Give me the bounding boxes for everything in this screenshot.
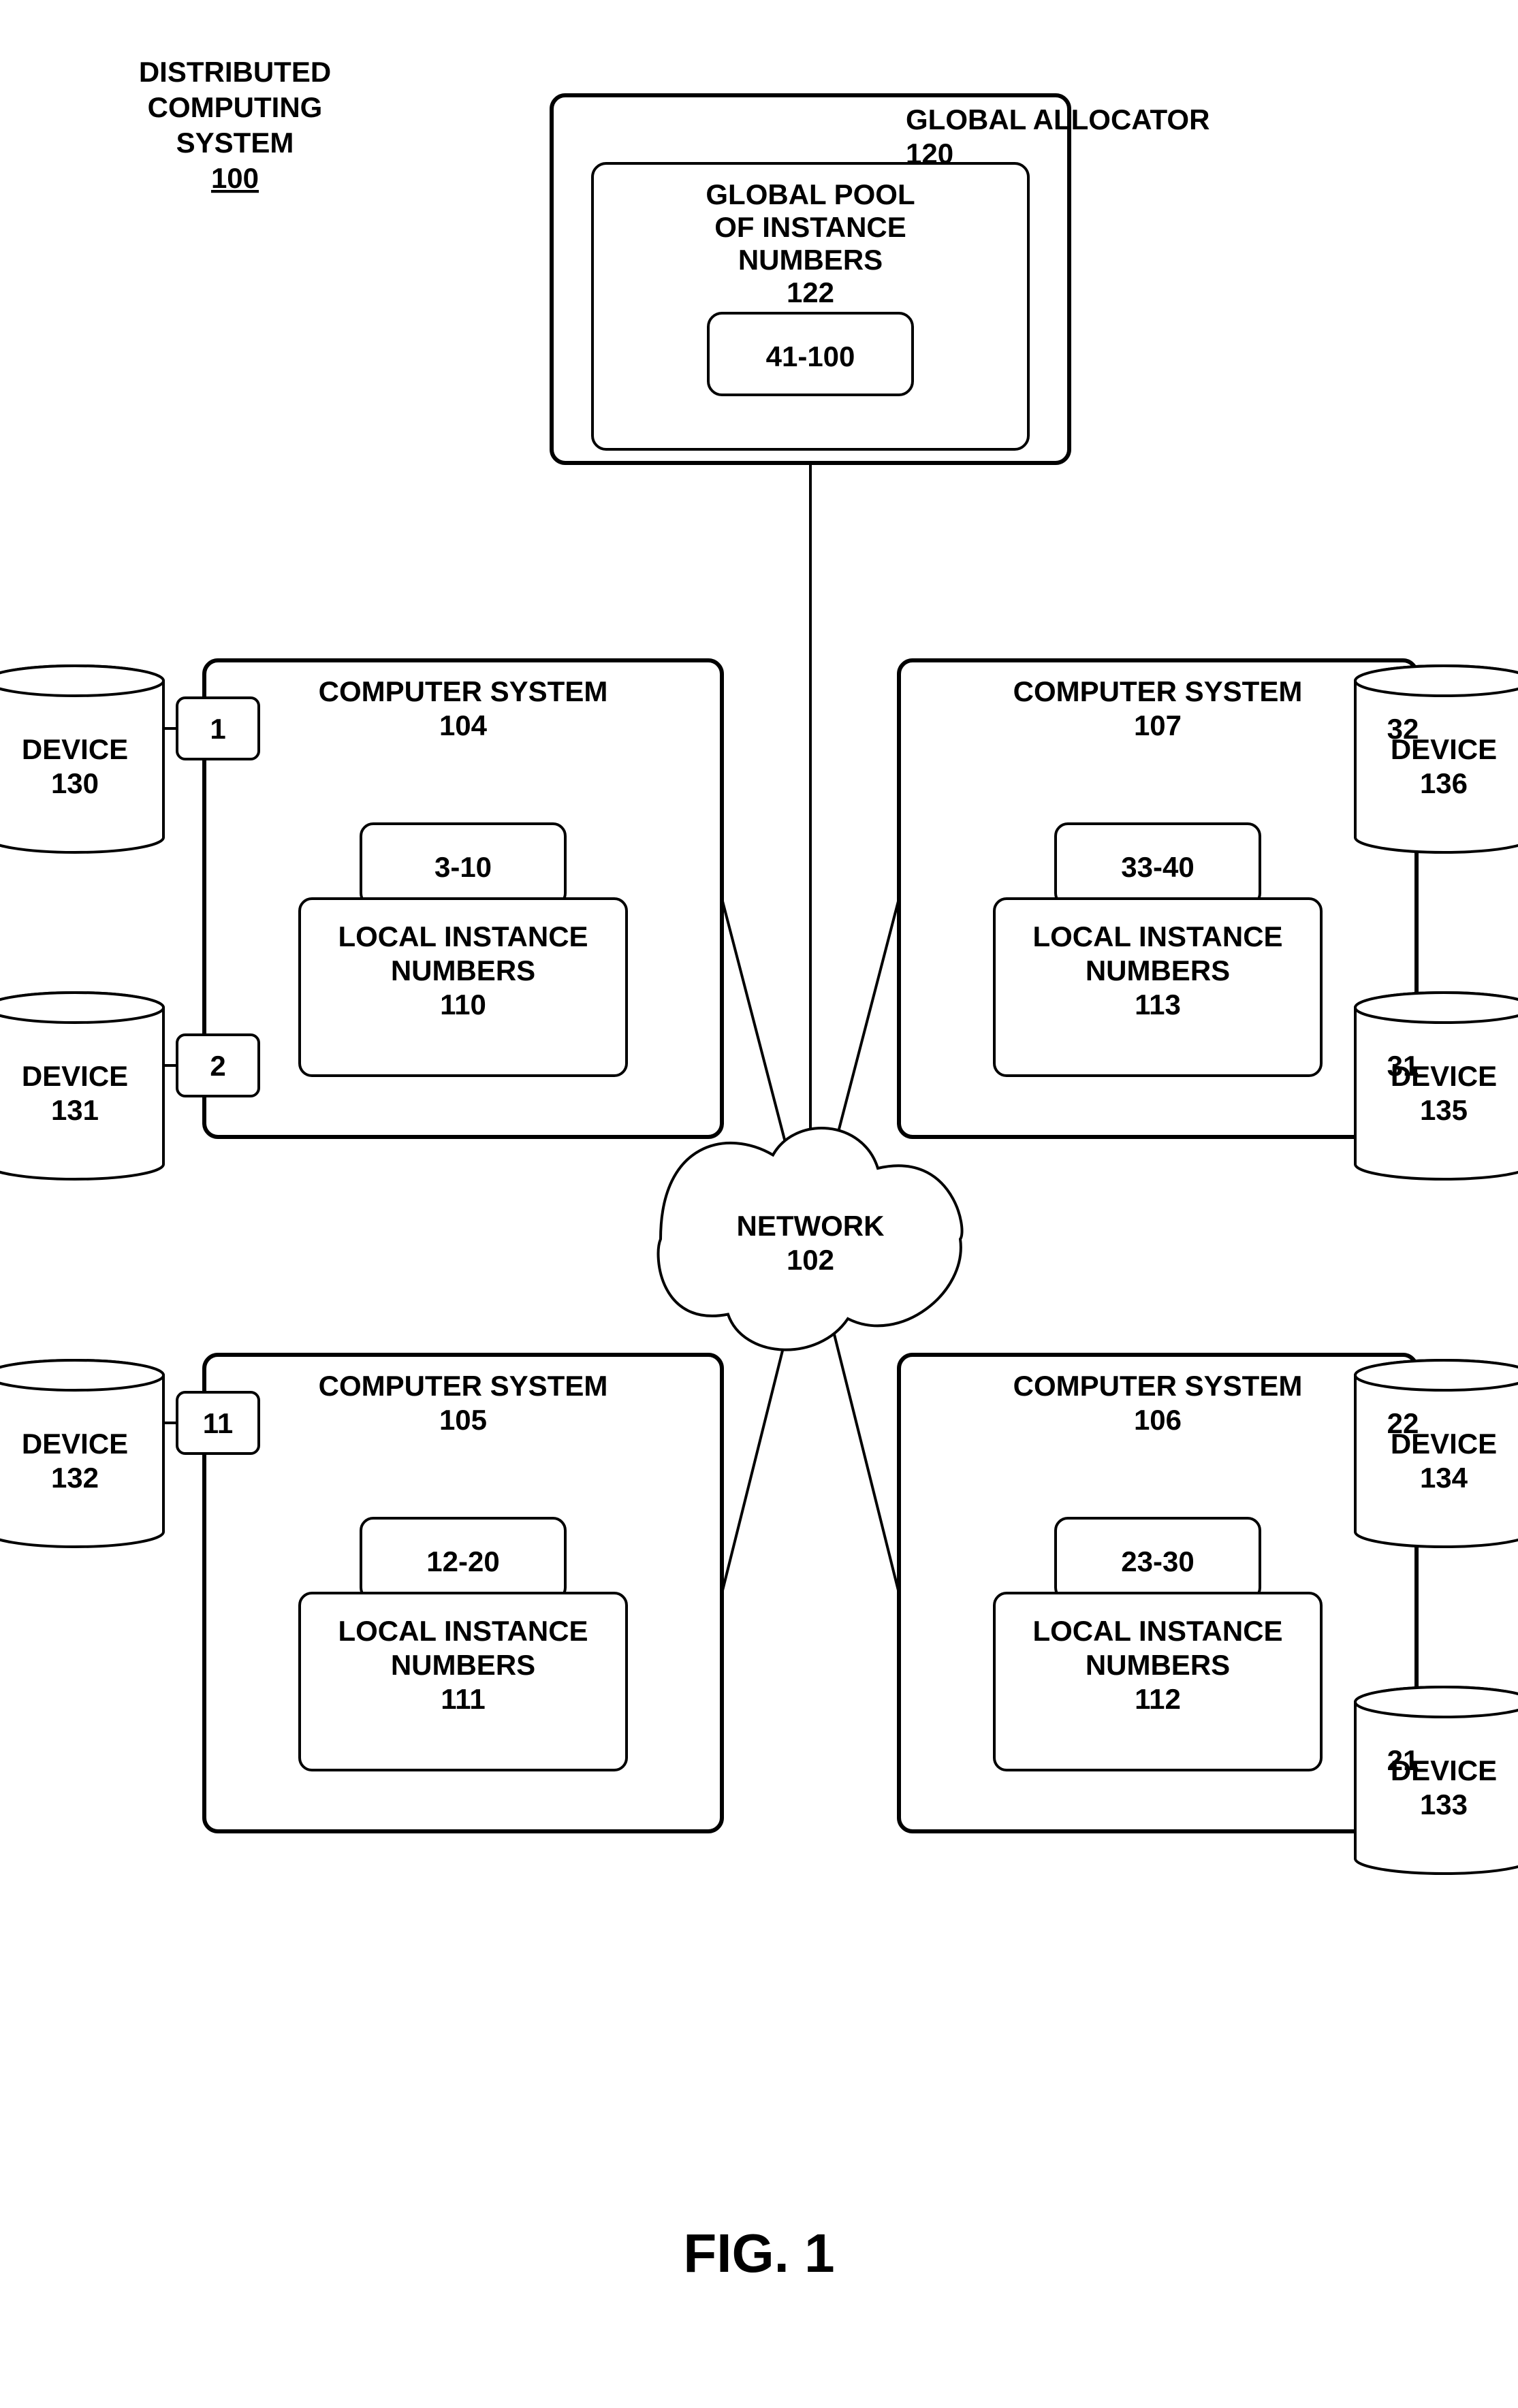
diagram-label: NUMBERS [391,1649,535,1681]
diagram-label: 2 [210,1050,225,1082]
diagram-label: 134 [1420,1462,1468,1494]
diagram-shape [1355,1360,1518,1390]
diagram-label: 110 [440,989,486,1021]
diagram-label: DEVICE [1391,1754,1497,1786]
diagram-label: LOCAL INSTANCE [338,920,588,952]
diagram-label: 105 [439,1404,487,1436]
diagram-label: DEVICE [1391,1060,1497,1092]
diagram-label: GLOBAL POOL [706,178,915,210]
diagram-label: 3-10 [434,851,492,883]
diagram-label: 1 [210,713,225,745]
diagram-label: 11 [203,1407,233,1439]
diagram-shape [1355,1687,1518,1717]
diagram-label: LOCAL INSTANCE [338,1615,588,1647]
diagram-label: COMPUTER SYSTEM [319,1370,608,1402]
diagram-shape [0,993,163,1023]
diagram-label: NUMBERS [1086,954,1230,986]
diagram-label: 131 [51,1094,99,1126]
diagram-label: DEVICE [1391,733,1497,765]
diagram-label: 104 [439,709,488,741]
diagram-label: GLOBAL ALLOCATOR [906,103,1209,135]
diagram-shape [0,1360,163,1390]
diagram-label: 111 [441,1683,485,1715]
diagram-label: 107 [1134,709,1182,741]
diagram-label: 100 [211,162,259,194]
diagram-label: 113 [1135,989,1181,1021]
diagram-label: COMPUTING [148,91,323,123]
diagram-label: 135 [1420,1094,1468,1126]
diagram-label: LOCAL INSTANCE [1032,920,1282,952]
diagram-label: LOCAL INSTANCE [1032,1615,1282,1647]
diagram-label: NUMBERS [1086,1649,1230,1681]
diagram-label: COMPUTER SYSTEM [1013,1370,1303,1402]
diagram-label: NETWORK [737,1210,885,1242]
diagram-label: 120 [906,138,953,170]
diagram-label: DISTRIBUTED [139,56,331,88]
diagram-label: DEVICE [22,733,128,765]
diagram-label: 23-30 [1121,1545,1194,1577]
diagram-label: NUMBERS [738,244,883,276]
diagram-label: NUMBERS [391,954,535,986]
diagram-label: 132 [51,1462,99,1494]
diagram-label: SYSTEM [176,127,294,159]
diagram-label: 136 [1420,767,1468,799]
diagram-label: DEVICE [22,1060,128,1092]
diagram-label: OF INSTANCE [714,211,906,243]
shapes-layer [0,95,1518,1874]
diagram-label: COMPUTER SYSTEM [319,675,608,707]
diagram-label: 41-100 [766,340,855,372]
diagram-shape [0,666,163,696]
diagram-label: DEVICE [22,1428,128,1460]
diagram-label: 102 [787,1244,834,1276]
diagram-label: DEVICE [1391,1428,1497,1460]
diagram-label: 106 [1134,1404,1182,1436]
diagram-shape [1355,993,1518,1023]
figure-caption: FIG. 1 [683,2223,834,2283]
diagram-label: 33-40 [1121,851,1194,883]
diagram-label: 122 [787,276,834,308]
diagram-label: 112 [1135,1683,1181,1715]
diagram-shape [1355,666,1518,696]
diagram-label: COMPUTER SYSTEM [1013,675,1303,707]
diagram-label: 130 [51,767,99,799]
diagram-label: 133 [1420,1788,1468,1820]
diagram-label: 12-20 [426,1545,499,1577]
